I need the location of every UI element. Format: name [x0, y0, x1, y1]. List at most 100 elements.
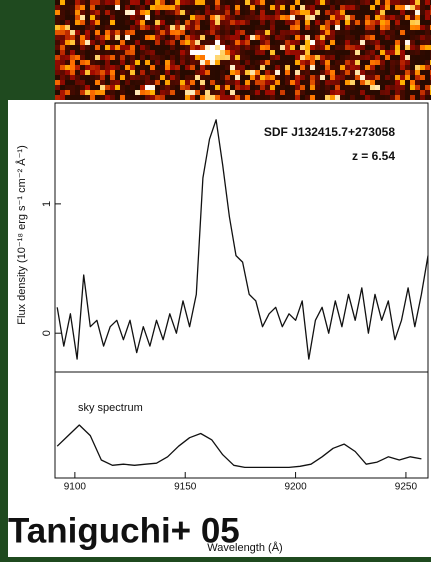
image-pixel — [205, 40, 210, 45]
image-pixel — [85, 50, 90, 55]
image-pixel — [310, 45, 315, 50]
image-pixel — [375, 40, 380, 45]
image-pixel — [330, 50, 335, 55]
image-pixel — [315, 5, 320, 10]
image-pixel — [255, 50, 260, 55]
image-pixel — [265, 10, 270, 15]
image-pixel — [230, 15, 235, 20]
image-pixel — [360, 30, 365, 35]
image-pixel — [285, 45, 290, 50]
image-pixel — [90, 25, 95, 30]
image-pixel — [420, 65, 425, 70]
image-pixel — [355, 55, 360, 60]
image-pixel — [280, 10, 285, 15]
image-pixel — [300, 40, 305, 45]
image-pixel — [310, 60, 315, 65]
image-pixel — [115, 55, 120, 60]
image-pixel — [80, 55, 85, 60]
image-pixel — [105, 30, 110, 35]
image-pixel — [315, 60, 320, 65]
image-pixel — [120, 65, 125, 70]
image-pixel — [290, 10, 295, 15]
image-pixel — [265, 95, 270, 100]
image-pixel — [365, 20, 370, 25]
image-pixel — [365, 65, 370, 70]
image-pixel — [80, 85, 85, 90]
image-pixel — [90, 70, 95, 75]
image-pixel — [220, 40, 225, 45]
image-pixel — [295, 95, 300, 100]
image-pixel — [210, 95, 215, 100]
image-pixel — [85, 45, 90, 50]
image-pixel — [90, 90, 95, 95]
image-pixel — [200, 50, 205, 55]
image-pixel — [75, 30, 80, 35]
image-pixel — [250, 40, 255, 45]
image-pixel — [235, 25, 240, 30]
image-pixel — [340, 85, 345, 90]
image-pixel — [195, 0, 200, 5]
image-pixel — [245, 65, 250, 70]
image-pixel — [210, 10, 215, 15]
image-pixel — [370, 55, 375, 60]
image-pixel — [140, 20, 145, 25]
image-pixel — [100, 35, 105, 40]
image-pixel — [175, 80, 180, 85]
image-pixel — [365, 40, 370, 45]
image-pixel — [160, 35, 165, 40]
image-pixel — [65, 50, 70, 55]
image-pixel — [185, 25, 190, 30]
image-pixel — [210, 35, 215, 40]
image-pixel — [360, 0, 365, 5]
image-pixel — [315, 90, 320, 95]
image-pixel — [320, 85, 325, 90]
image-pixel — [370, 15, 375, 20]
image-pixel — [365, 70, 370, 75]
image-pixel — [285, 5, 290, 10]
image-pixel — [370, 65, 375, 70]
image-pixel — [240, 15, 245, 20]
image-pixel — [135, 55, 140, 60]
image-pixel — [365, 80, 370, 85]
image-pixel — [210, 60, 215, 65]
image-pixel — [70, 0, 75, 5]
image-pixel — [280, 70, 285, 75]
image-pixel — [315, 45, 320, 50]
image-pixel — [215, 70, 220, 75]
image-pixel — [90, 15, 95, 20]
image-pixel — [390, 25, 395, 30]
image-pixel — [180, 45, 185, 50]
image-pixel — [180, 30, 185, 35]
image-pixel — [415, 50, 420, 55]
image-pixel — [425, 40, 430, 45]
image-pixel — [350, 20, 355, 25]
image-pixel — [200, 70, 205, 75]
image-pixel — [215, 40, 220, 45]
image-pixel — [190, 5, 195, 10]
image-pixel — [345, 40, 350, 45]
image-pixel — [270, 40, 275, 45]
image-pixel — [375, 70, 380, 75]
image-pixel — [260, 70, 265, 75]
image-pixel — [395, 25, 400, 30]
image-pixel — [75, 20, 80, 25]
image-pixel — [420, 0, 425, 5]
image-pixel — [70, 30, 75, 35]
image-pixel — [415, 15, 420, 20]
image-pixel — [80, 80, 85, 85]
image-pixel — [225, 20, 230, 25]
image-pixel — [385, 0, 390, 5]
image-pixel — [165, 45, 170, 50]
image-pixel — [260, 0, 265, 5]
image-pixel — [220, 10, 225, 15]
image-pixel — [120, 30, 125, 35]
image-pixel — [305, 0, 310, 5]
image-pixel — [190, 35, 195, 40]
image-pixel — [360, 35, 365, 40]
image-pixel — [355, 5, 360, 10]
image-pixel — [170, 95, 175, 100]
image-pixel — [310, 80, 315, 85]
image-pixel — [110, 10, 115, 15]
image-pixel — [255, 15, 260, 20]
image-pixel — [205, 60, 210, 65]
